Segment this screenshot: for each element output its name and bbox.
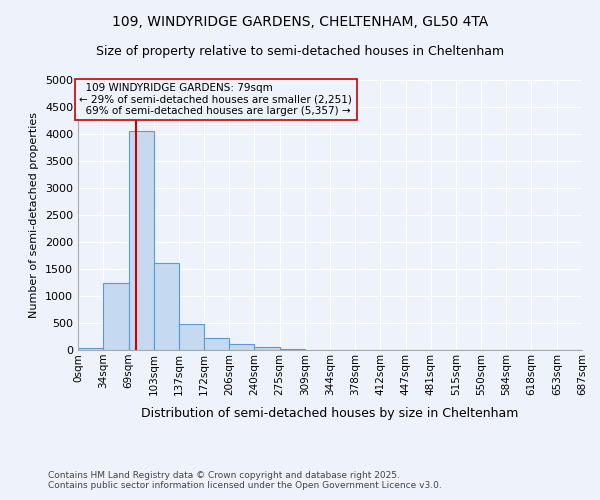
Bar	[229, 344, 254, 350]
Text: 109 WINDYRIDGE GARDENS: 79sqm
← 29% of semi-detached houses are smaller (2,251)
: 109 WINDYRIDGE GARDENS: 79sqm ← 29% of s…	[79, 82, 352, 116]
Bar	[204, 338, 229, 350]
Bar	[154, 262, 179, 350]
Bar	[280, 349, 305, 350]
Text: Distribution of semi-detached houses by size in Cheltenham: Distribution of semi-detached houses by …	[142, 408, 518, 420]
Bar	[103, 282, 128, 350]
Y-axis label: Number of semi-detached properties: Number of semi-detached properties	[29, 112, 40, 318]
Bar	[128, 132, 154, 350]
Text: Contains HM Land Registry data © Crown copyright and database right 2025.
Contai: Contains HM Land Registry data © Crown c…	[48, 470, 442, 490]
Bar	[78, 348, 103, 350]
Bar	[179, 324, 204, 350]
Bar	[254, 347, 280, 350]
Text: Size of property relative to semi-detached houses in Cheltenham: Size of property relative to semi-detach…	[96, 45, 504, 58]
Text: 109, WINDYRIDGE GARDENS, CHELTENHAM, GL50 4TA: 109, WINDYRIDGE GARDENS, CHELTENHAM, GL5…	[112, 15, 488, 29]
